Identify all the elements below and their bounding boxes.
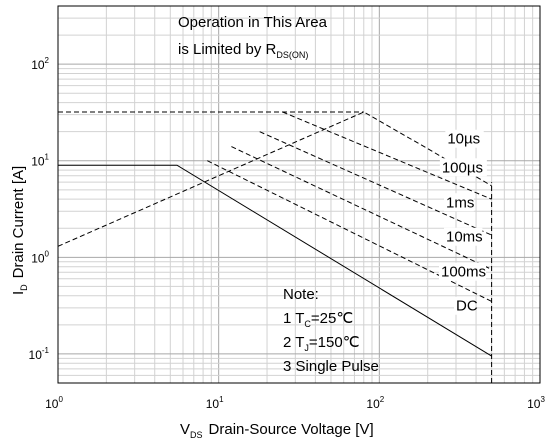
y-tick-label: 100 [31, 249, 49, 265]
y-axis-label-sub: D [19, 284, 29, 291]
curve-dc [58, 164, 492, 357]
curve-label: 100µs [442, 159, 483, 176]
curves [57, 111, 493, 383]
x-axis-label-sub: DS [190, 430, 203, 440]
annotation-line-2-main: is Limited by R [178, 41, 277, 58]
note-3: 3 Single Pulse [283, 358, 379, 375]
curve-labels: 10µs 100µs 1ms 10ms 100ms DC [438, 129, 487, 315]
y-tick-label: 101 [31, 153, 49, 169]
y-tick-label: 102 [31, 56, 49, 72]
note-2-rest: =150℃ [309, 334, 360, 351]
y-axis-label-rest: Drain Current [A] [10, 166, 27, 279]
x-axis-label-rest: Drain-Source Voltage [V] [209, 421, 374, 438]
x-axis-label-main: V [180, 421, 190, 438]
curve-label-bg [444, 193, 474, 212]
annotation-line-2: is Limited by RDS(ON) [178, 41, 308, 60]
note-1-sub: C [304, 319, 311, 329]
curve-label: 1ms [446, 194, 474, 211]
curve-label: 10µs [447, 131, 480, 148]
curve-label-bg [444, 227, 483, 246]
annotation-line-1: Operation in This Area [178, 14, 328, 31]
x-tick-label: 103 [527, 395, 545, 411]
note-1: 1 TC=25℃ [283, 310, 353, 329]
curve-label-bg [453, 296, 476, 315]
tick-labels: 100 101 102 103 10-1 100 101 102 [29, 56, 546, 411]
x-axis-label: VDS Drain-Source Voltage [V] [180, 421, 374, 440]
curve-label: DC [456, 298, 478, 315]
curve-1ms [259, 131, 492, 236]
y-tick-label: 10-1 [29, 346, 50, 362]
note-title: Note: [283, 286, 319, 303]
curve-100-s [282, 111, 492, 200]
x-tick-label: 100 [45, 395, 63, 411]
note-2-sub: J [304, 343, 309, 353]
y-axis-label: ID Drain Current [A] [10, 166, 29, 295]
y-axis-label-main: I [10, 291, 27, 295]
note-2: 2 TJ=150℃ [283, 334, 360, 353]
x-tick-label: 102 [366, 395, 384, 411]
note-1-rest: =25℃ [311, 310, 353, 327]
curve-label-bg [445, 129, 484, 148]
note-1-prefix: 1 T [283, 310, 304, 327]
curve-label-bg [438, 262, 486, 281]
notes: Note: 1 TC=25℃ 2 TJ=150℃ 3 Single Pulse [283, 286, 379, 375]
curve-label: 100ms [441, 264, 486, 281]
plot-frame [57, 5, 541, 384]
curve-label-bg [439, 158, 487, 177]
x-tick-label: 101 [206, 395, 224, 411]
note-2-prefix: 2 T [283, 334, 304, 351]
annotation-line-2-sub: DS(ON) [276, 50, 308, 60]
curve-label: 10ms [446, 229, 483, 246]
